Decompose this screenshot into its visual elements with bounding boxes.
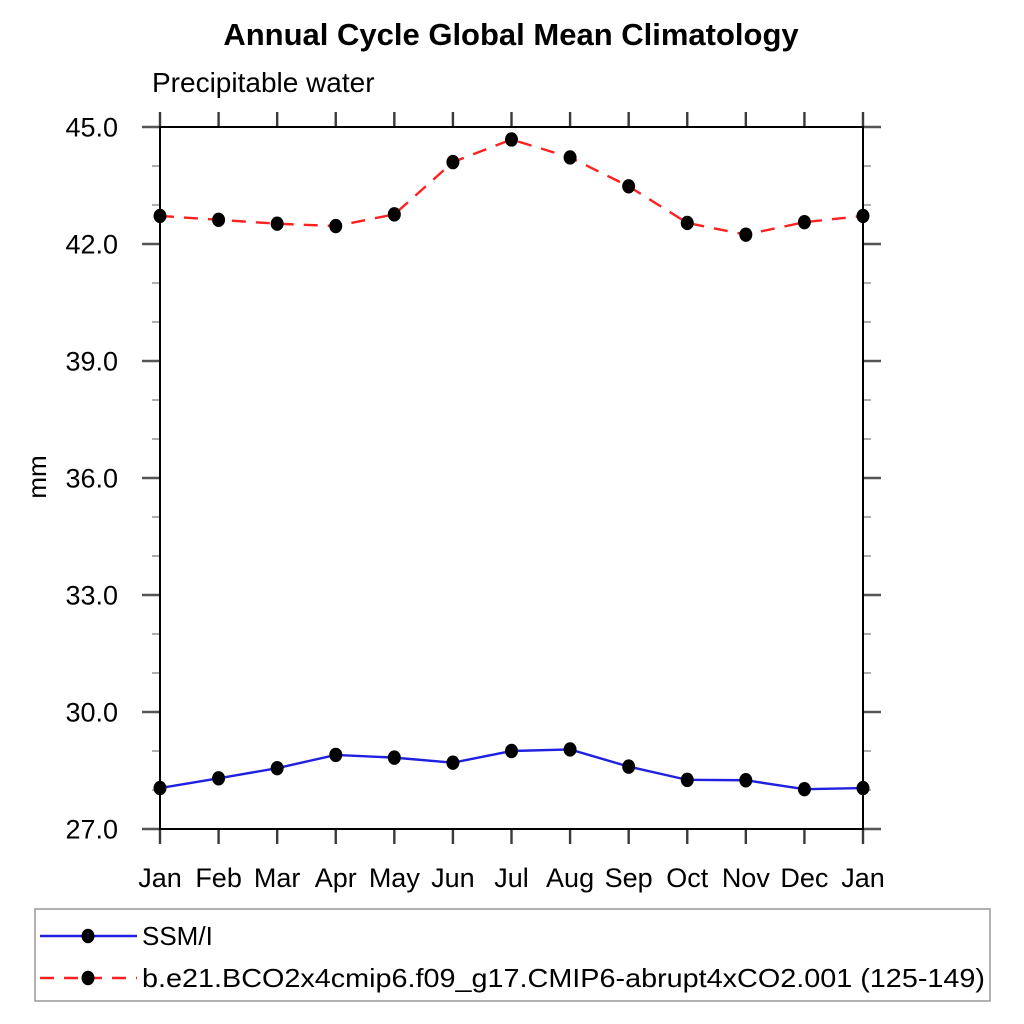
y-tick-labels: 27.0 30.0 33.0 36.0 39.0 42.0 45.0 xyxy=(65,113,118,845)
x-tick-label: Mar xyxy=(254,863,301,893)
data-point-marker xyxy=(680,772,694,788)
y-tick-label: 39.0 xyxy=(65,347,118,377)
data-point-marker xyxy=(680,215,694,231)
legend-item-ssmi: SSM/I xyxy=(40,921,213,951)
x-tick-label: Feb xyxy=(195,863,242,893)
x-tick-label: Jan xyxy=(841,863,885,893)
legend: SSM/I b.e21.BCO2x4cmip6.f09_g17.CMIP6-ab… xyxy=(34,908,991,1002)
y-tick-label: 33.0 xyxy=(65,581,118,611)
y-tick-label: 42.0 xyxy=(65,230,118,260)
x-tick-label: Jun xyxy=(431,863,475,893)
data-point-marker xyxy=(797,214,811,230)
x-tick-label: Aug xyxy=(546,863,594,893)
data-point-marker xyxy=(387,207,401,222)
legend-item-model: b.e21.BCO2x4cmip6.f09_g17.CMIP6-abrupt4x… xyxy=(40,963,985,993)
x-tick-label: Apr xyxy=(315,863,357,893)
series-model xyxy=(153,132,870,242)
series-ssmi xyxy=(153,742,870,797)
x-tick-label: Oct xyxy=(666,863,709,893)
data-point-marker xyxy=(797,782,811,797)
data-series xyxy=(153,132,870,797)
legend-box xyxy=(34,908,991,1002)
data-point-marker xyxy=(270,216,284,231)
data-point-marker xyxy=(387,750,401,765)
data-point-marker xyxy=(270,760,284,776)
data-point-marker xyxy=(622,759,636,774)
legend-label-ssmi: SSM/I xyxy=(142,921,213,951)
data-point-marker xyxy=(505,132,518,147)
data-point-marker xyxy=(329,218,343,234)
data-point-marker xyxy=(739,773,753,788)
data-point-marker xyxy=(212,771,226,786)
y-axis-label: mm xyxy=(22,455,52,498)
plot-frame xyxy=(159,126,864,830)
data-point-marker xyxy=(563,742,577,757)
legend-label-model: b.e21.BCO2x4cmip6.f09_g17.CMIP6-abrupt4x… xyxy=(142,963,985,993)
data-point-marker xyxy=(505,743,518,759)
x-tick-label: Sep xyxy=(605,863,653,893)
y-tick-label: 27.0 xyxy=(65,815,118,845)
x-tick-label: Jul xyxy=(494,863,529,893)
x-tick-labels: Jan Feb Mar Apr May Jun Jul Aug Sep Oct Nov Dec Jan xyxy=(138,863,885,893)
legend-marker-dot-icon xyxy=(81,928,95,944)
data-point-marker xyxy=(329,747,343,763)
data-point-marker xyxy=(563,150,577,165)
legend-marker-dot-icon xyxy=(81,970,95,986)
data-point-marker xyxy=(446,755,460,770)
data-point-marker xyxy=(622,179,636,194)
y-tick-label: 36.0 xyxy=(65,464,118,494)
chart-title: Annual Cycle Global Mean Climatology xyxy=(223,17,799,52)
y-tick-label: 30.0 xyxy=(65,698,118,728)
axis-ticks xyxy=(142,112,881,844)
data-point-marker xyxy=(212,212,226,228)
y-tick-label: 45.0 xyxy=(65,113,118,143)
data-point-marker xyxy=(739,227,753,242)
data-point-marker xyxy=(446,154,460,170)
series-line xyxy=(159,138,864,236)
x-tick-label: Dec xyxy=(780,863,828,893)
x-tick-label: Nov xyxy=(722,863,771,893)
chart-subtitle: Precipitable water xyxy=(152,67,375,98)
x-tick-label: Jan xyxy=(138,863,182,893)
x-tick-label: May xyxy=(369,863,421,893)
